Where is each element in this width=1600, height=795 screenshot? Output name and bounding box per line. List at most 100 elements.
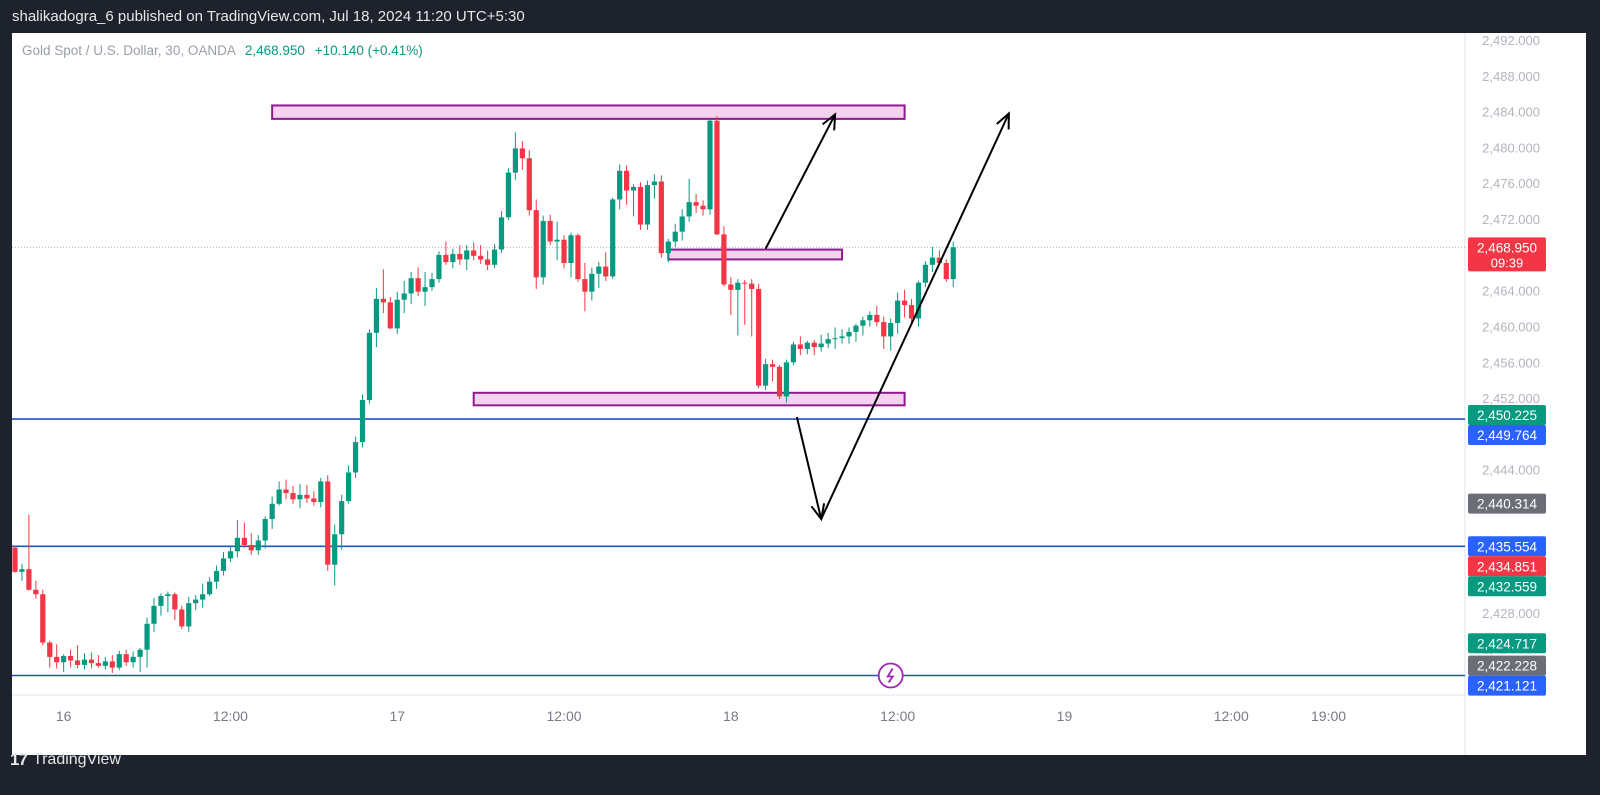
y-tick-label: 2,460.000 bbox=[1482, 319, 1540, 334]
candle-body bbox=[366, 332, 373, 400]
candle-body bbox=[339, 501, 345, 535]
price-axis-label bbox=[1468, 536, 1546, 557]
y-tick-label: 2,476.000 bbox=[1482, 176, 1540, 191]
arrow-line bbox=[820, 113, 1010, 520]
y-tick-label: 2,480.000 bbox=[1482, 140, 1540, 155]
candle-body bbox=[207, 581, 213, 595]
candle-body bbox=[881, 322, 887, 337]
candle-body bbox=[227, 551, 234, 559]
tradingview-brand[interactable]: 17 TradingView bbox=[10, 750, 121, 770]
candle-body bbox=[54, 656, 60, 663]
candle-body bbox=[867, 314, 873, 321]
candle-body bbox=[102, 661, 108, 666]
candle-body bbox=[769, 364, 776, 367]
candle-body bbox=[742, 282, 748, 284]
lightning-marker bbox=[877, 662, 904, 689]
candle-body bbox=[241, 537, 247, 545]
zone-rectangle bbox=[472, 391, 906, 407]
price-axis-label bbox=[1468, 675, 1546, 696]
candle-body bbox=[88, 659, 95, 664]
candle-body bbox=[158, 596, 164, 606]
candle-body bbox=[359, 399, 366, 443]
price-axis-label-text: 2,422.228 bbox=[1477, 659, 1537, 674]
candle-body bbox=[387, 302, 393, 329]
candle-body bbox=[248, 544, 254, 551]
candle-body bbox=[617, 170, 623, 200]
candle-body bbox=[596, 266, 602, 274]
x-tick-label: 16 bbox=[56, 708, 72, 724]
candle-body bbox=[450, 254, 456, 263]
candle-body bbox=[464, 250, 470, 260]
candle-body bbox=[561, 239, 567, 264]
candle-body bbox=[512, 148, 518, 173]
candle-body bbox=[749, 283, 755, 289]
candle-body bbox=[429, 279, 435, 288]
candle-body bbox=[95, 663, 101, 666]
candle-body bbox=[818, 343, 824, 348]
chart-panel[interactable]: 2,492.000 2,488.000 2,484.000 2,480.000 2,47… bbox=[12, 33, 1586, 755]
candle-body bbox=[922, 264, 929, 283]
arrow-head bbox=[996, 111, 1010, 130]
candle-body bbox=[81, 659, 88, 665]
candle-body bbox=[200, 594, 206, 600]
candle-body bbox=[637, 186, 644, 225]
candle-body bbox=[728, 284, 734, 290]
lightning-icon bbox=[886, 668, 895, 683]
zone-rectangle bbox=[667, 248, 844, 261]
candle-body bbox=[853, 325, 859, 332]
candle-body bbox=[165, 594, 171, 597]
price-axis-label bbox=[1468, 556, 1546, 577]
candle-body bbox=[318, 481, 324, 503]
candle-body bbox=[325, 481, 331, 565]
candle-body bbox=[471, 250, 477, 256]
price-axis-label bbox=[1468, 424, 1546, 445]
price-axis-label-text: 2,449.764 bbox=[1477, 428, 1538, 443]
price-axis-label bbox=[1468, 493, 1546, 514]
candle-body bbox=[735, 282, 741, 290]
price-axis-label-text: 2,434.851 bbox=[1477, 559, 1537, 574]
candle-body bbox=[478, 255, 484, 260]
candle-body bbox=[373, 298, 379, 333]
candle-body bbox=[950, 247, 956, 280]
candle-body bbox=[346, 472, 352, 502]
x-tick-label: 12:00 bbox=[1214, 708, 1249, 724]
candle-body bbox=[610, 199, 616, 277]
price-axis-label-text: 2,432.559 bbox=[1477, 579, 1537, 594]
y-tick-label: 2,464.000 bbox=[1482, 284, 1540, 299]
candle-body bbox=[568, 235, 574, 264]
candle-body bbox=[193, 599, 199, 604]
candle-body bbox=[519, 148, 525, 159]
candle-body bbox=[651, 181, 657, 186]
price-axis-label-text: 2,468.950 bbox=[1477, 240, 1537, 255]
price-chart[interactable]: 2,492.000 2,488.000 2,484.000 2,480.000 2,47… bbox=[12, 33, 1586, 755]
candle-body bbox=[693, 202, 699, 206]
candle-body bbox=[491, 249, 498, 265]
price-axis-label bbox=[1468, 237, 1546, 272]
candle-body bbox=[457, 254, 463, 260]
candle-body bbox=[783, 362, 790, 397]
candle-body bbox=[109, 661, 115, 668]
y-tick-label: 2,428.000 bbox=[1482, 606, 1540, 621]
candle-body bbox=[929, 257, 935, 265]
candle-body bbox=[902, 300, 908, 306]
candle-body bbox=[47, 642, 53, 657]
candle-body bbox=[644, 185, 651, 225]
price-axis-label-text: 2,450.225 bbox=[1477, 408, 1537, 423]
candle-body bbox=[582, 279, 588, 292]
x-tick-label: 17 bbox=[389, 708, 405, 724]
y-tick-label: 2,484.000 bbox=[1482, 105, 1540, 120]
candle-body bbox=[304, 494, 310, 499]
candle-body bbox=[846, 331, 852, 337]
candle-body bbox=[804, 342, 810, 349]
candle-body bbox=[630, 186, 637, 191]
price-axis-label bbox=[1468, 655, 1546, 676]
candle-body bbox=[505, 172, 512, 218]
arrow-line bbox=[795, 416, 823, 520]
candle-body bbox=[297, 494, 303, 500]
candle-body bbox=[26, 569, 32, 590]
arrow-head bbox=[821, 112, 837, 131]
price-axis-label-text: 2,421.121 bbox=[1477, 679, 1537, 694]
candle-body bbox=[603, 266, 609, 277]
candle-body bbox=[276, 489, 282, 504]
symbol-name: Gold Spot / U.S. Dollar, 30, OANDA bbox=[22, 43, 236, 58]
